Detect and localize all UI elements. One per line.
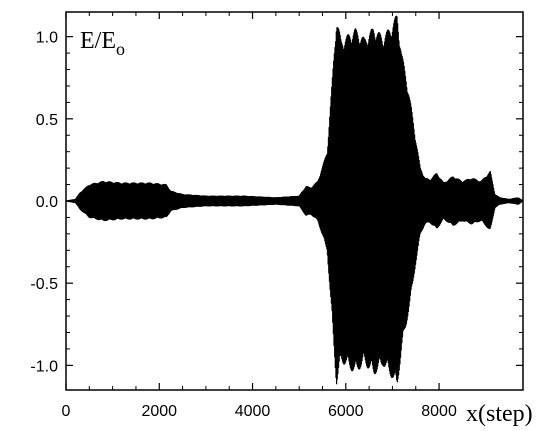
y-axis-title: E/Eo [80, 28, 125, 59]
y-axis-title-main: E/E [80, 28, 116, 54]
tick-labels-layer: 0 2000 4000 6000 8000 -1.0 -0.5 0.0 0.5 1.0 [30, 30, 457, 420]
x-tick-label: 0 [62, 403, 71, 420]
x-tick-label: 4000 [235, 403, 271, 420]
y-tick-label: 0.0 [36, 194, 58, 211]
x-tick-label: 2000 [141, 403, 177, 420]
y-axis-title-subscript: o [116, 39, 125, 59]
x-tick-label: 6000 [328, 403, 364, 420]
y-tick-label: -1.0 [30, 358, 58, 375]
signal-layer [65, 15, 524, 385]
y-tick-label: 0.5 [36, 112, 58, 129]
y-tick-label: 1.0 [36, 30, 58, 47]
y-tick-label: -0.5 [30, 276, 58, 293]
ticks-layer [65, 12, 523, 390]
signal-envelope-fill [66, 32, 523, 370]
x-axis-title: x(step) [466, 401, 533, 427]
x-tick-label: 8000 [421, 403, 457, 420]
